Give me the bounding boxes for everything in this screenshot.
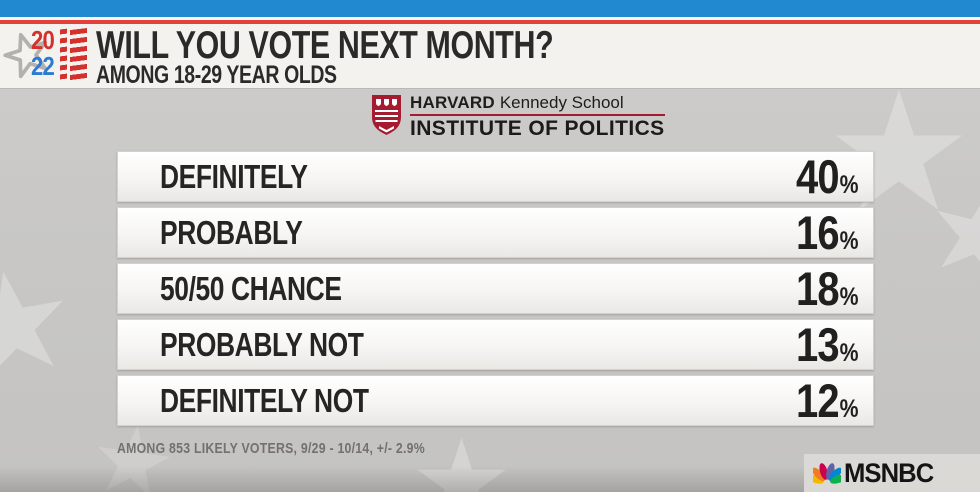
answer-label: PROBABLY NOT [160,325,364,363]
answer-value: 16% [797,205,859,260]
flag-stripes-icon [60,28,67,83]
page-title: WILL YOU VOTE NEXT MONTH? [96,24,554,67]
percent-sign: % [840,227,859,255]
header: 20 22 WILL YOU VOTE NEXT MONTH? AMONG 18… [0,24,980,89]
answer-label: PROBABLY [160,213,303,251]
answer-label: DEFINITELY [160,157,308,195]
percent-number: 13 [796,318,841,371]
harvard-shield-icon [372,95,401,135]
table-row: PROBABLY 16% [117,205,874,260]
top-red-stripe [0,20,980,24]
logo-year-bottom: 22 [31,51,55,81]
percent-number: 16 [796,206,841,259]
table-row: 50/50 CHANCE 18% [117,261,874,316]
source-line1: HARVARD Kennedy School [410,94,665,116]
answer-label: 50/50 CHANCE [160,269,342,307]
table-row: PROBABLY NOT 13% [117,317,874,372]
percent-sign: % [840,171,859,199]
source-org-regular: Kennedy School [499,93,624,112]
network-name: MSNBC [844,457,934,488]
top-white-gap [0,17,980,20]
percent-sign: % [840,395,859,423]
percent-sign: % [840,339,859,367]
logo-year-top: 20 [31,25,55,55]
answer-value: 18% [797,261,859,316]
source-text: HARVARD Kennedy School INSTITUTE OF POLIT… [410,94,665,140]
source-logo: HARVARD Kennedy School INSTITUTE OF POLIT… [371,94,665,140]
answer-value: 13% [797,317,859,372]
source-line2: INSTITUTE OF POLITICS [410,117,665,140]
top-blue-bar [0,0,980,17]
star-icon [3,32,48,79]
percent-number: 12 [796,374,841,427]
star-watermark: ★ [909,154,980,315]
source-org-bold: HARVARD [410,93,495,112]
poll-results-table: DEFINITELY 40% PROBABLY 16% 50/50 CHANCE… [117,149,874,431]
methodology-note: AMONG 853 LIKELY VOTERS, 9/29 - 10/14, +… [117,440,425,457]
answer-value: 12% [797,373,859,428]
election-2022-logo: 20 22 [3,24,90,86]
table-row: DEFINITELY 40% [117,149,874,204]
answer-label: DEFINITELY NOT [160,381,369,419]
answer-value: 40% [797,149,859,204]
peacock-icon [813,463,841,484]
percent-sign: % [840,283,859,311]
table-row: DEFINITELY NOT 12% [117,373,874,428]
page-subtitle: AMONG 18-29 YEAR OLDS [96,61,337,89]
network-bug: MSNBC [804,454,980,492]
percent-number: 18 [796,262,841,315]
percent-number: 40 [796,150,841,203]
star-watermark: ★ [0,233,89,416]
flag-stripes-icon [70,27,87,84]
header-titles: WILL YOU VOTE NEXT MONTH? AMONG 18-29 YE… [96,24,682,89]
